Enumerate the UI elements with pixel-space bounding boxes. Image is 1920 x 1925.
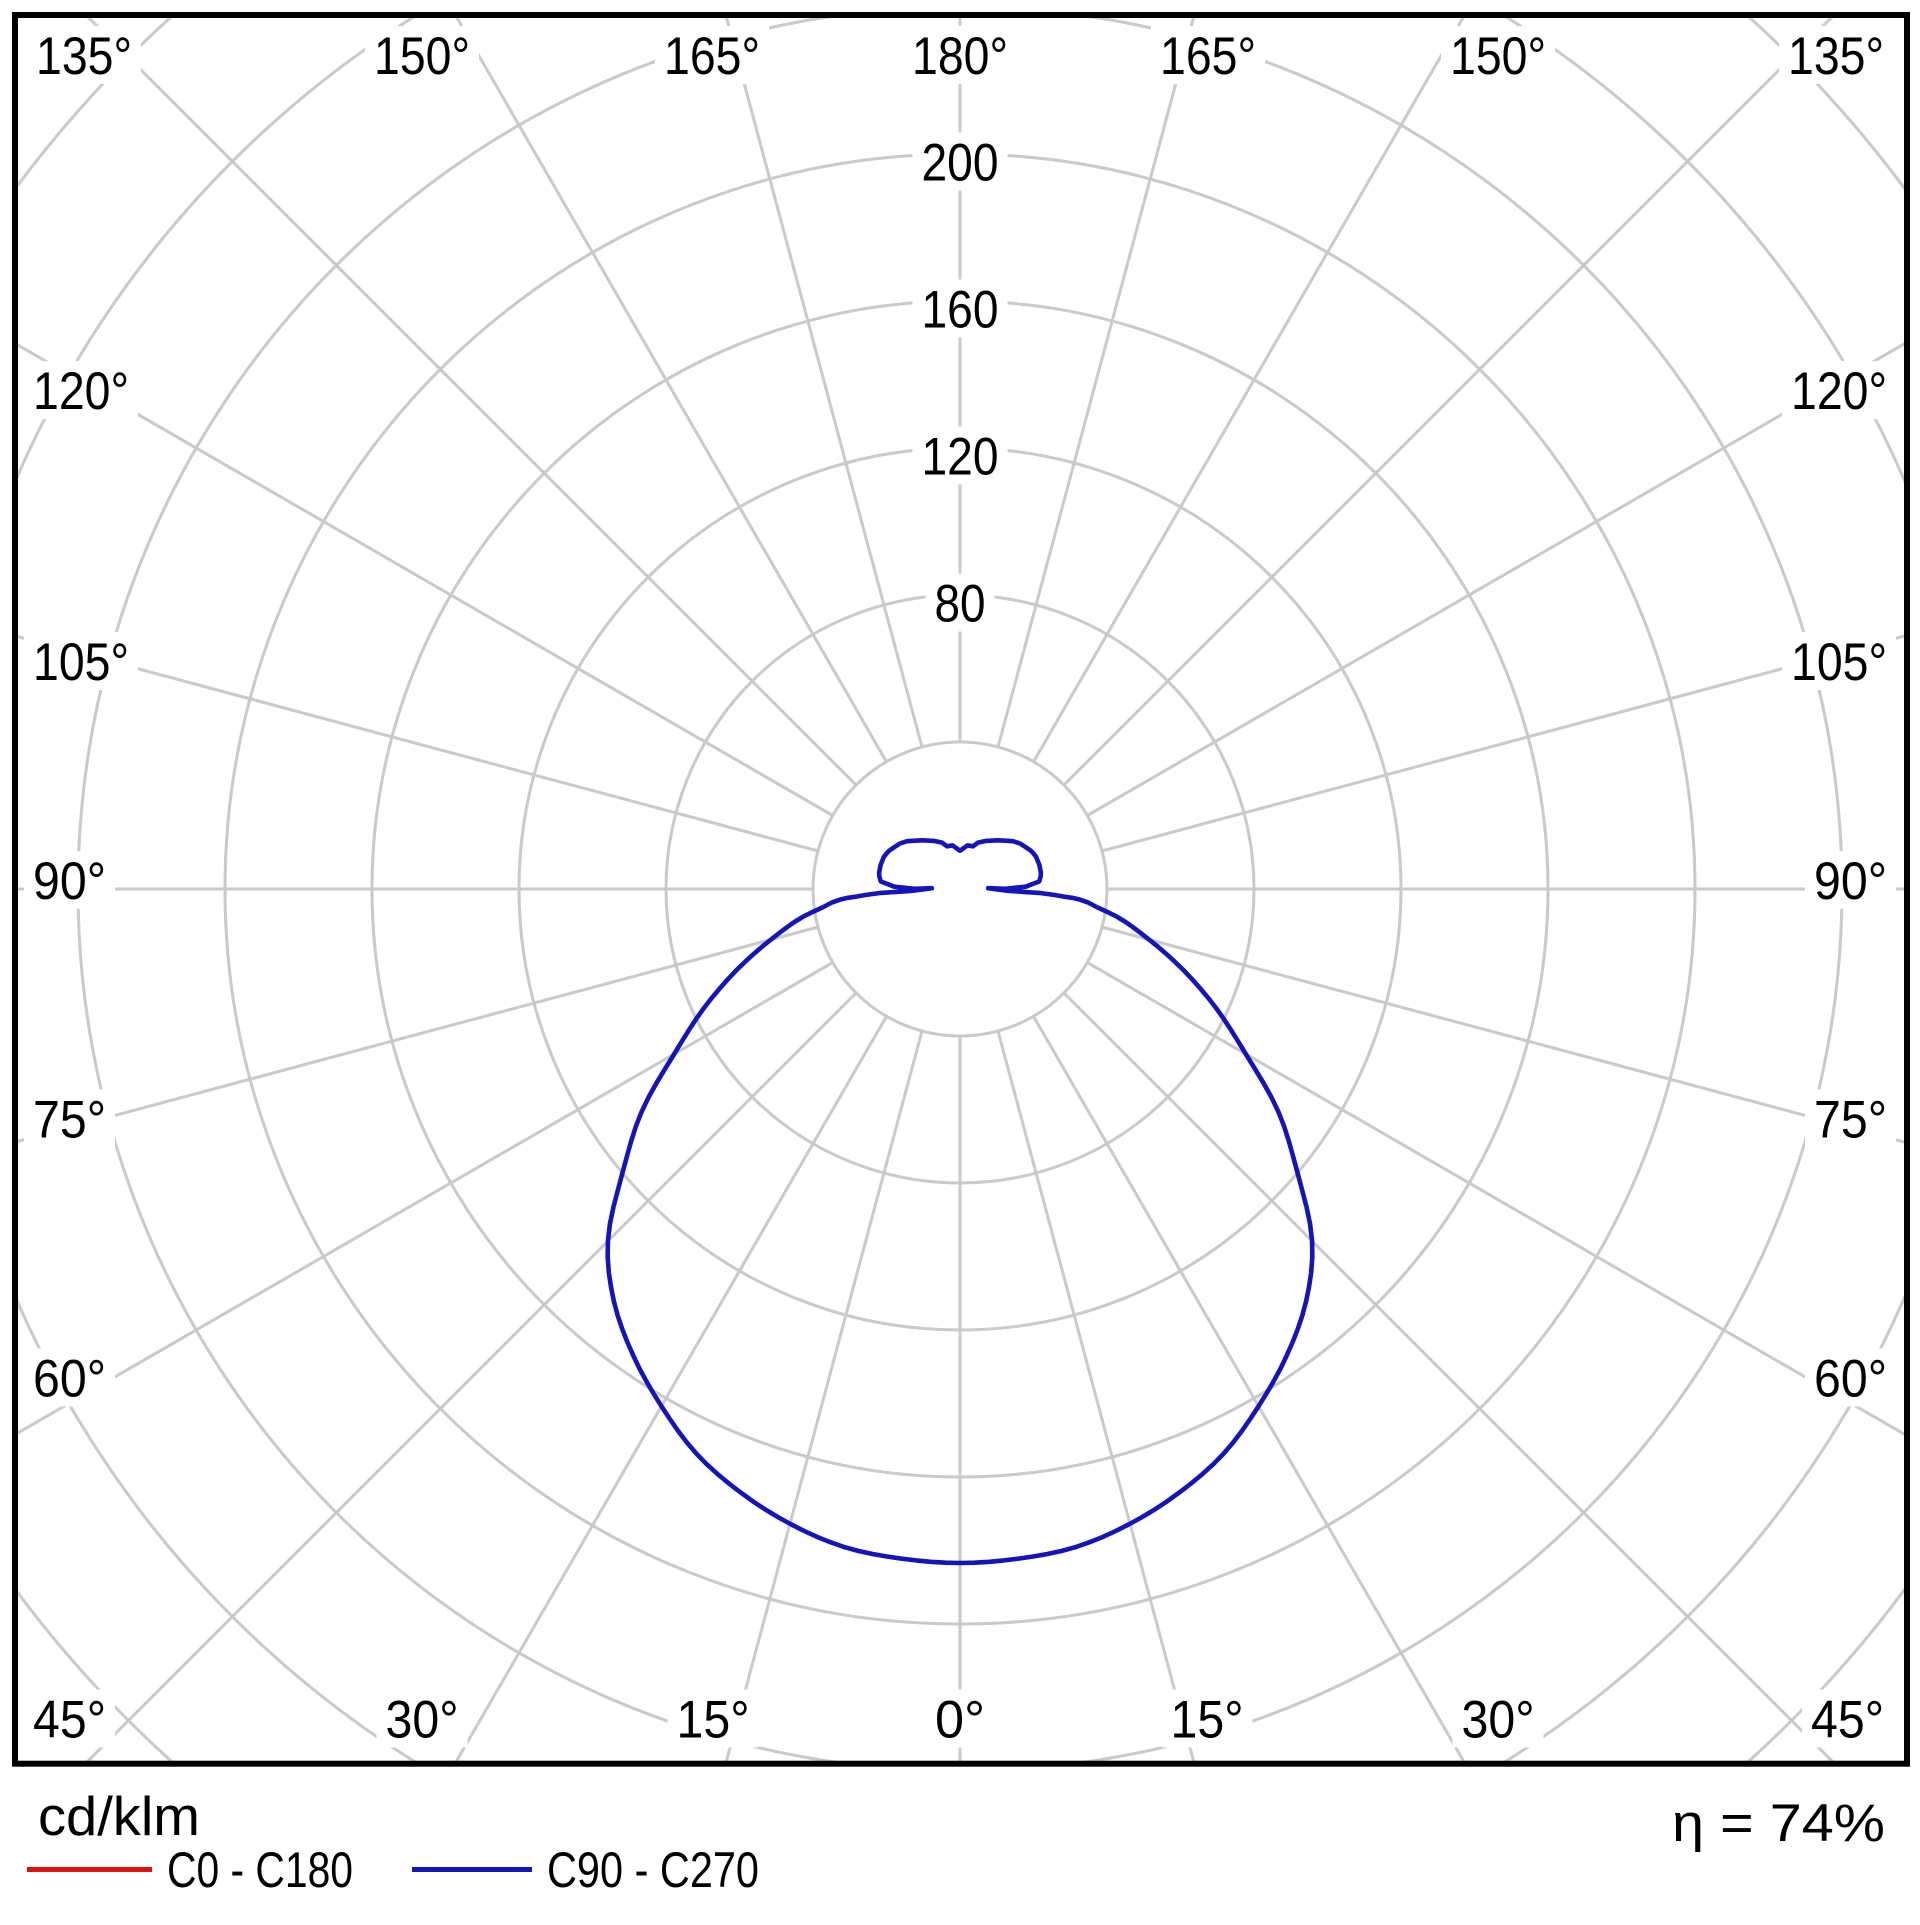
svg-text:120: 120 (922, 428, 999, 487)
svg-text:45°: 45° (33, 1691, 106, 1750)
svg-text:15°: 15° (677, 1691, 750, 1750)
svg-text:0°: 0° (935, 1691, 985, 1750)
svg-text:135°: 135° (1788, 27, 1884, 86)
svg-text:90°: 90° (1814, 852, 1887, 911)
svg-text:180°: 180° (912, 27, 1008, 86)
svg-text:105°: 105° (33, 633, 129, 692)
svg-text:30°: 30° (386, 1691, 459, 1750)
svg-text:165°: 165° (1160, 27, 1256, 86)
svg-text:C0 - C180: C0 - C180 (167, 1842, 353, 1898)
svg-text:150°: 150° (374, 27, 470, 86)
svg-text:105°: 105° (1791, 633, 1887, 692)
svg-text:90°: 90° (33, 852, 106, 911)
svg-text:η = 74%: η = 74% (1672, 1794, 1885, 1853)
svg-text:150°: 150° (1450, 27, 1546, 86)
svg-text:160: 160 (922, 281, 999, 340)
svg-text:C90 - C270: C90 - C270 (547, 1842, 759, 1898)
svg-text:80: 80 (935, 575, 986, 634)
svg-text:45°: 45° (1811, 1691, 1884, 1750)
svg-text:60°: 60° (1814, 1350, 1887, 1409)
svg-text:75°: 75° (33, 1091, 106, 1150)
svg-text:135°: 135° (36, 27, 132, 86)
svg-text:120°: 120° (33, 362, 129, 421)
svg-text:200: 200 (922, 134, 999, 193)
svg-text:165°: 165° (664, 27, 760, 86)
svg-text:120°: 120° (1791, 362, 1887, 421)
svg-text:15°: 15° (1171, 1691, 1244, 1750)
svg-text:30°: 30° (1462, 1691, 1535, 1750)
svg-text:75°: 75° (1814, 1091, 1887, 1150)
svg-text:60°: 60° (33, 1350, 106, 1409)
svg-text:cd/klm: cd/klm (38, 1785, 200, 1847)
